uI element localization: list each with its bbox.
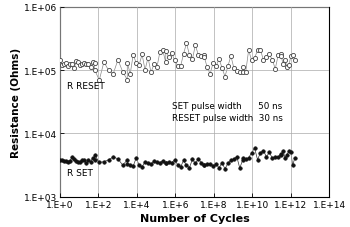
Text: R RESET: R RESET — [67, 81, 104, 90]
X-axis label: Number of Cycles: Number of Cycles — [140, 213, 250, 223]
Y-axis label: Resistance (Ohms): Resistance (Ohms) — [11, 47, 21, 157]
Text: R SET: R SET — [67, 169, 93, 178]
Text: SET pulse width      50 ns
RESET pulse width  30 ns: SET pulse width 50 ns RESET pulse width … — [172, 101, 282, 123]
